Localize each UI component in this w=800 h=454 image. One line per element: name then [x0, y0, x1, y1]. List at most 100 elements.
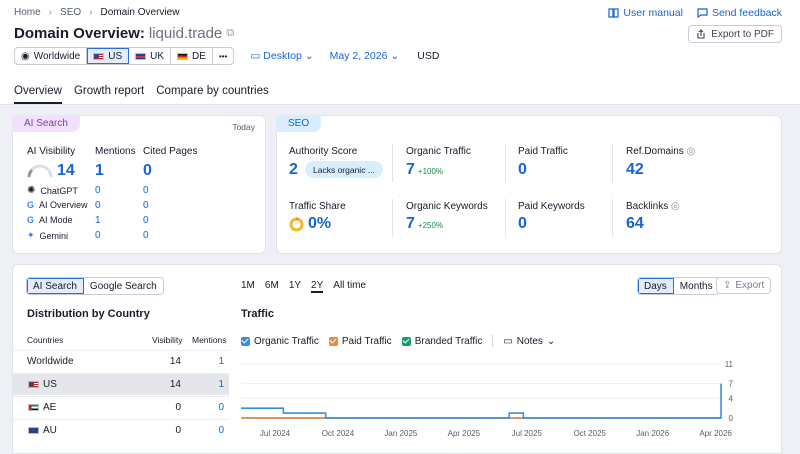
range-1m[interactable]: 1M — [241, 280, 255, 291]
breadcrumb-home[interactable]: Home — [14, 7, 41, 18]
ai-search-card: AI Search Today AI Visibility 14 Mention… — [12, 115, 266, 254]
date-dropdown[interactable]: May 2, 2026 ⌄ — [329, 50, 400, 62]
range-1y[interactable]: 1Y — [288, 280, 302, 291]
divider — [612, 144, 613, 182]
col-countries: Countries — [27, 335, 64, 345]
organic-keywords-value[interactable]: 7 +250% — [406, 215, 444, 232]
de-option[interactable]: DE — [171, 48, 213, 64]
tab-overview[interactable]: Overview — [14, 85, 62, 104]
export-button[interactable]: ⇪ Export — [716, 277, 772, 294]
ai-visibility-label: AI Visibility — [27, 146, 76, 157]
series-line-organic-traffic — [241, 383, 722, 419]
info-icon[interactable]: ◎ — [686, 146, 696, 157]
ai-visibility-value[interactable]: 14 — [57, 162, 75, 179]
checkbox-icon — [401, 336, 411, 346]
chevron-right-icon: › — [89, 7, 93, 18]
ai-overview-cited[interactable]: 0 — [143, 200, 149, 211]
google-icon: G — [27, 200, 35, 210]
x-tick-label: Apr 2026 — [699, 429, 732, 438]
chevron-down-icon: ⌄ — [390, 50, 400, 62]
ref-domains-value[interactable]: 42 — [626, 161, 644, 178]
google-search-toggle[interactable]: Google Search — [89, 280, 157, 292]
days-toggle[interactable]: Days — [638, 278, 674, 294]
us-option[interactable]: US — [87, 48, 130, 64]
divider — [392, 144, 393, 182]
breadcrumb-current: Domain Overview — [100, 7, 180, 18]
tab-growth-report[interactable]: Growth report — [73, 85, 145, 97]
gemini-mentions[interactable]: 0 — [95, 230, 101, 241]
more-regions-button[interactable]: ••• — [218, 51, 228, 61]
organic-keywords-label: Organic Keywords — [406, 201, 488, 212]
ai-row-chatgpt: ✺ ChatGPT — [27, 185, 78, 196]
x-tick-label: Jan 2026 — [636, 429, 669, 438]
range-all-time[interactable]: All time — [333, 280, 367, 291]
x-tick-label: Jul 2024 — [260, 429, 291, 438]
ai-mode-mentions[interactable]: 1 — [95, 215, 101, 226]
table-row[interactable]: AE 0 0 — [13, 396, 229, 418]
cited-pages-value[interactable]: 0 — [143, 162, 152, 179]
table-row[interactable]: Worldwide 14 1 — [13, 350, 229, 372]
export-icon — [697, 29, 705, 39]
bottom-card: AI Search Google Search Distribution by … — [12, 264, 782, 454]
mentions-value[interactable]: 1 — [95, 162, 104, 179]
user-manual-link[interactable]: User manual — [608, 7, 683, 19]
uk-option[interactable]: UK — [129, 48, 172, 64]
ref-domains-label: Ref.Domains ◎ — [626, 146, 696, 157]
external-link-icon[interactable]: ⧉ — [226, 27, 235, 39]
send-feedback-link[interactable]: Send feedback — [697, 7, 782, 19]
range-2y[interactable]: 2Y — [311, 280, 324, 293]
backlinks-value[interactable]: 64 — [626, 215, 644, 232]
tab-compare-countries[interactable]: Compare by countries — [156, 85, 269, 97]
authority-score-value[interactable]: 2 — [289, 161, 298, 178]
y-tick-label: 7 — [729, 380, 734, 389]
worldwide-option[interactable]: ◉ Worldwide — [15, 48, 88, 64]
table-row[interactable]: US 14 1 — [13, 373, 229, 395]
ai-row-ai-mode: G AI Mode — [27, 215, 73, 225]
legend-branded[interactable]: Branded Traffic — [401, 336, 482, 347]
ai-search-toggle[interactable]: AI Search — [27, 278, 84, 294]
info-icon[interactable]: ◎ — [671, 201, 680, 212]
breadcrumb: Home › SEO › Domain Overview — [14, 7, 179, 18]
organic-traffic-delta: +100% — [417, 167, 444, 176]
paid-traffic-label: Paid Traffic — [518, 146, 568, 157]
col-visibility: Visibility — [152, 335, 183, 345]
y-tick-label: 0 — [729, 414, 734, 423]
chatgpt-cited[interactable]: 0 — [143, 185, 149, 196]
chatgpt-mentions[interactable]: 0 — [95, 185, 101, 196]
y-tick-label: 11 — [725, 360, 734, 369]
note-icon: ▭ — [503, 335, 513, 347]
export-pdf-button[interactable]: Export to PDF — [688, 25, 782, 43]
paid-keywords-value[interactable]: 0 — [518, 215, 527, 232]
traffic-share-donut-icon — [289, 217, 304, 232]
paid-traffic-value[interactable]: 0 — [518, 161, 527, 178]
checkbox-icon — [328, 336, 338, 346]
device-dropdown[interactable]: ▭ Desktop ⌄ — [250, 50, 314, 62]
us-flag-icon — [93, 52, 105, 60]
today-label: Today — [232, 122, 255, 132]
de-flag-icon — [177, 52, 189, 60]
breadcrumb-seo[interactable]: SEO — [60, 7, 82, 18]
chevron-down-icon: ⌄ — [304, 50, 314, 62]
x-tick-label: Jul 2025 — [512, 429, 543, 438]
gemini-cited[interactable]: 0 — [143, 230, 149, 241]
legend-paid[interactable]: Paid Traffic — [328, 336, 392, 347]
ai-overview-mentions[interactable]: 0 — [95, 200, 101, 211]
legend-organic[interactable]: Organic Traffic — [241, 336, 319, 347]
x-tick-label: Oct 2025 — [574, 429, 607, 438]
traffic-share-value[interactable]: 0% — [308, 215, 332, 232]
ai-mode-cited[interactable]: 0 — [143, 215, 149, 226]
range-6m[interactable]: 6M — [264, 280, 279, 291]
traffic-chart[interactable]: 0 4 7 11 Jul 2024 Oct 2024 Jan 2025 Apr 2025 Jul… — [239, 357, 771, 443]
organic-traffic-value[interactable]: 7 +100% — [406, 161, 444, 178]
x-tick-label: Oct 2024 — [322, 429, 355, 438]
organic-traffic-label: Organic Traffic — [406, 146, 471, 157]
divider — [392, 199, 393, 237]
search-type-toggle: AI Search Google Search — [26, 277, 164, 295]
range-selector: 1M 6M 1Y 2Y All time — [241, 280, 366, 293]
months-toggle[interactable]: Months — [679, 280, 713, 292]
uk-flag-icon — [135, 52, 147, 60]
notes-dropdown[interactable]: ▭ Notes ⌄ — [503, 335, 556, 347]
chevron-right-icon: › — [48, 7, 53, 18]
globe-icon: ◉ — [21, 50, 30, 62]
table-row[interactable]: AU 0 0 — [13, 419, 229, 441]
